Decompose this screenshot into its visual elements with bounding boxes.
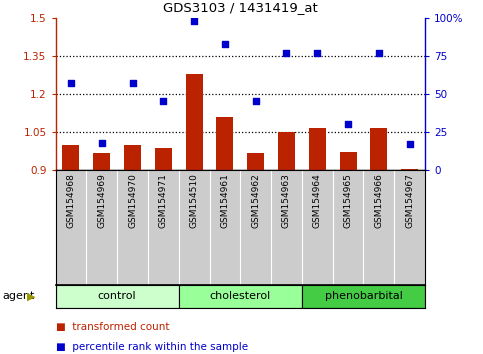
Point <box>375 50 383 56</box>
Bar <box>401 169 418 170</box>
Bar <box>93 153 110 170</box>
Text: GSM154968: GSM154968 <box>67 173 75 228</box>
Text: cholesterol: cholesterol <box>210 291 271 302</box>
Bar <box>216 116 233 170</box>
Point <box>252 98 259 104</box>
Text: GSM154966: GSM154966 <box>374 173 384 228</box>
FancyBboxPatch shape <box>179 285 302 308</box>
Text: GSM154510: GSM154510 <box>190 173 199 228</box>
Text: GSM154965: GSM154965 <box>343 173 353 228</box>
Text: GSM154964: GSM154964 <box>313 173 322 228</box>
Text: GSM154967: GSM154967 <box>405 173 414 228</box>
Bar <box>370 128 387 170</box>
Text: GSM154961: GSM154961 <box>220 173 229 228</box>
Bar <box>124 144 141 170</box>
Bar <box>309 128 326 170</box>
Point <box>98 140 106 145</box>
Bar <box>340 152 356 170</box>
Point <box>190 18 198 24</box>
Title: GDS3103 / 1431419_at: GDS3103 / 1431419_at <box>163 1 318 14</box>
Text: GSM154963: GSM154963 <box>282 173 291 228</box>
Text: control: control <box>98 291 136 302</box>
Text: ▶: ▶ <box>27 291 35 302</box>
Point <box>67 80 75 86</box>
Bar <box>278 132 295 170</box>
Point <box>283 50 290 56</box>
Text: GSM154962: GSM154962 <box>251 173 260 228</box>
Point <box>313 50 321 56</box>
Point <box>344 121 352 127</box>
Text: GSM154971: GSM154971 <box>159 173 168 228</box>
Text: phenobarbital: phenobarbital <box>325 291 402 302</box>
Text: agent: agent <box>2 291 35 302</box>
Point <box>159 98 167 104</box>
Text: ■  transformed count: ■ transformed count <box>56 322 169 332</box>
Text: ■  percentile rank within the sample: ■ percentile rank within the sample <box>56 342 248 352</box>
Bar <box>247 153 264 170</box>
Point <box>406 141 413 147</box>
Text: GSM154970: GSM154970 <box>128 173 137 228</box>
Point <box>221 41 229 46</box>
Point <box>128 80 136 86</box>
FancyBboxPatch shape <box>302 285 425 308</box>
Bar <box>62 144 79 170</box>
Bar <box>155 148 172 170</box>
Text: GSM154969: GSM154969 <box>97 173 106 228</box>
Bar <box>185 74 202 170</box>
FancyBboxPatch shape <box>56 285 179 308</box>
